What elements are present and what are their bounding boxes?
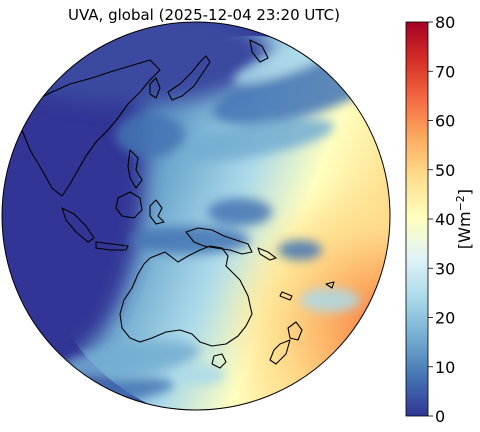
coastline-tasmania xyxy=(211,353,227,369)
colorbar: 0 10 20 30 40 50 60 70 80 [Wm−2] xyxy=(405,13,474,426)
coastline-java xyxy=(95,241,129,251)
colorbar-tick-label: 40 xyxy=(435,210,455,229)
colorbar-tick-label: 10 xyxy=(435,358,455,377)
colorbar-tick-label: 0 xyxy=(435,407,445,426)
globe-outline xyxy=(1,21,391,411)
colorbar-tick-label: 70 xyxy=(435,62,455,81)
coastline-korea xyxy=(149,77,161,99)
coastline-sumatra xyxy=(61,207,95,243)
colorbar-ticks: 0 10 20 30 40 50 60 70 80 xyxy=(428,13,455,426)
colorbar-tick-label: 20 xyxy=(435,309,455,328)
coastline-borneo xyxy=(115,191,143,219)
coastline-japan xyxy=(167,55,211,101)
coastline-sulawesi xyxy=(149,199,165,225)
colorbar-tick-label: 60 xyxy=(435,112,455,131)
colorbar-unit-label: [Wm−2] xyxy=(454,189,474,249)
coastline-new-caledonia xyxy=(279,291,293,301)
colorbar-tick-label: 30 xyxy=(435,259,455,278)
coastline-new-zealand-north xyxy=(287,321,303,341)
coastlines xyxy=(19,39,335,369)
globe-map xyxy=(1,21,391,411)
coastline-philippines xyxy=(127,149,143,189)
coastline-asia-mainland xyxy=(19,59,161,197)
colorbar-tick-label: 80 xyxy=(435,13,455,32)
coastline-australia xyxy=(119,245,253,347)
colorbar-gradient xyxy=(405,21,429,417)
map-title: UVA, global (2025-12-04 23:20 UTC) xyxy=(68,6,340,24)
colorbar-tick-label: 50 xyxy=(435,161,455,180)
coastline-kamchatka xyxy=(249,39,269,63)
coastline-new-zealand-south xyxy=(269,339,291,365)
coastline-fiji xyxy=(325,281,335,289)
coastline-new-guinea xyxy=(185,227,253,255)
coastline-solomon xyxy=(257,247,277,261)
